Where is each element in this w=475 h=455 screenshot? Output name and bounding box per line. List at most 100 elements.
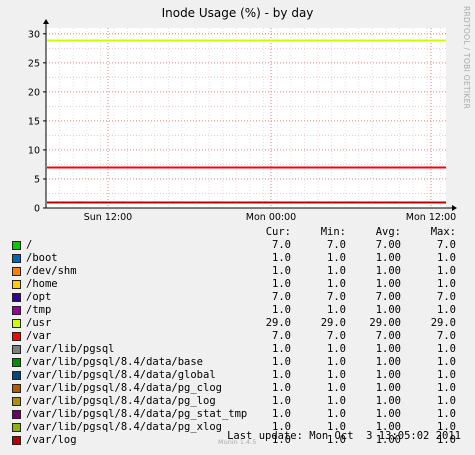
- legend-row: /var/lib/pgsql 1.0 1.0 1.00 1.0: [0, 343, 475, 356]
- legend-avg-value: 29.00: [369, 317, 401, 329]
- legend-cur-value: 1.0: [272, 278, 291, 290]
- legend-min-value: 7.0: [327, 291, 346, 303]
- legend-avg-value: 1.00: [375, 278, 401, 290]
- y-tick-label: 30: [28, 29, 40, 40]
- legend-swatch: [12, 384, 21, 393]
- legend-row: /var/lib/pgsql/8.4/data/pg_stat_tmp 1.0 1.…: [0, 408, 475, 421]
- y-tick-label: 15: [28, 116, 40, 127]
- legend-swatch: [12, 371, 21, 380]
- y-tick-label: 0: [34, 204, 40, 215]
- legend-max-value: 7.0: [437, 291, 456, 303]
- legend-max-value: 7.0: [437, 330, 456, 342]
- legend-label: /boot: [26, 252, 58, 264]
- legend-label: /var/lib/pgsql: [26, 343, 115, 355]
- legend-cur-value: 1.0: [272, 369, 291, 381]
- legend-cur-value: 1.0: [272, 304, 291, 316]
- legend-avg-value: 1.00: [375, 252, 401, 264]
- y-tick-label: 20: [28, 87, 40, 98]
- header-cur: Cur:: [265, 226, 291, 238]
- legend-label: /var/lib/pgsql/8.4/data/pg_stat_tmp: [26, 408, 248, 420]
- legend-label: /var/lib/pgsql/8.4/data/pg_xlog: [26, 421, 222, 433]
- legend-min-value: 1.0: [327, 356, 346, 368]
- legend-row: /dev/shm 1.0 1.0 1.00 1.0: [0, 265, 475, 278]
- legend-min-value: 1.0: [327, 265, 346, 277]
- legend-avg-value: 1.00: [375, 369, 401, 381]
- legend-swatch: [12, 332, 21, 341]
- legend-swatch: [12, 254, 21, 263]
- x-tick-label: Mon 00:00: [246, 212, 296, 223]
- legend-min-value: 7.0: [327, 330, 346, 342]
- plot-area: [46, 28, 446, 208]
- legend-avg-value: 7.00: [375, 239, 401, 251]
- legend-row: /var/lib/pgsql/8.4/data/global 1.0 1.0 1.00…: [0, 369, 475, 382]
- y-axis-arrow: [43, 19, 49, 24]
- legend-cur-value: 1.0: [272, 382, 291, 394]
- legend-min-value: 1.0: [327, 382, 346, 394]
- legend-swatch: [12, 397, 21, 406]
- legend-max-value: 1.0: [437, 265, 456, 277]
- legend-max-value: 1.0: [437, 356, 456, 368]
- legend-label: /usr: [26, 317, 52, 329]
- header-max: Max:: [430, 226, 456, 238]
- x-tick-label: Mon 12:00: [406, 212, 456, 223]
- legend-row: /var/lib/pgsql/8.4/data/pg_xlog 1.0 1.0 1.0…: [0, 421, 475, 434]
- legend-avg-value: 7.00: [375, 291, 401, 303]
- legend-row: /var/lib/pgsql/8.4/data/pg_log 1.0 1.0 1.00…: [0, 395, 475, 408]
- legend-min-value: 1.0: [327, 434, 346, 446]
- legend-label: /var/lib/pgsql/8.4/data/base: [26, 356, 204, 368]
- legend-label: /opt: [26, 291, 52, 303]
- legend-avg-value: 1.00: [375, 434, 401, 446]
- legend-avg-value: 1.00: [375, 395, 401, 407]
- header-min: Min:: [320, 226, 346, 238]
- legend-label: /var/lib/pgsql/8.4/data/global: [26, 369, 216, 381]
- legend-max-value: 1.0: [437, 434, 456, 446]
- legend-cur-value: 1.0: [272, 252, 291, 264]
- legend-label: /: [26, 239, 33, 251]
- legend-avg-value: 1.00: [375, 304, 401, 316]
- legend-avg-value: 1.00: [375, 265, 401, 277]
- legend-max-value: 1.0: [437, 408, 456, 420]
- x-tick-label: Sun 12:00: [84, 212, 132, 223]
- legend-cur-value: 1.0: [272, 356, 291, 368]
- munin-version: Munin 1.4.5: [218, 438, 257, 446]
- legend-swatch: [12, 319, 21, 328]
- legend-cur-value: 1.0: [272, 408, 291, 420]
- legend-min-value: 1.0: [327, 252, 346, 264]
- legend-max-value: 1.0: [437, 252, 456, 264]
- legend-row: /var/lib/pgsql/8.4/data/pg_clog 1.0 1.0 1.0…: [0, 382, 475, 395]
- legend-cur-value: 1.0: [272, 265, 291, 277]
- legend-swatch: [12, 345, 21, 354]
- chart-title: Inode Usage (%) - by day: [161, 6, 314, 20]
- legend-avg-value: 1.00: [375, 421, 401, 433]
- legend-cur-value: 7.0: [272, 239, 291, 251]
- legend-row: /tmp 1.0 1.0 1.00 1.0: [0, 304, 475, 317]
- legend-row: /home 1.0 1.0 1.00 1.0: [0, 278, 475, 291]
- legend-min-value: 1.0: [327, 421, 346, 433]
- legend-row: /usr 29.0 29.0 29.00 29.0: [0, 317, 475, 330]
- legend-swatch: [12, 241, 21, 250]
- legend-swatch: [12, 410, 21, 419]
- y-tick-label: 5: [34, 174, 40, 185]
- legend-max-value: 1.0: [437, 382, 456, 394]
- legend-label: /var: [26, 330, 52, 342]
- legend-cur-value: 7.0: [272, 291, 291, 303]
- legend-label: /tmp: [26, 304, 52, 316]
- legend-avg-value: 1.00: [375, 408, 401, 420]
- legend-avg-value: 1.00: [375, 356, 401, 368]
- y-tick-label: 25: [28, 58, 40, 69]
- x-axis-arrow: [452, 205, 457, 211]
- legend-min-value: 1.0: [327, 369, 346, 381]
- rrdtool-watermark: RRDTOOL / TOBI OETIKER: [462, 6, 471, 110]
- legend-row: /var 7.0 7.0 7.00 7.0: [0, 330, 475, 343]
- legend-max-value: 1.0: [437, 304, 456, 316]
- inode-usage-chart: 0 5 10 15 20 25 30 Sun 12:00 Mon 00:00 Mon 12:00: [28, 19, 457, 223]
- legend-min-value: 1.0: [327, 408, 346, 420]
- legend-max-value: 1.0: [437, 369, 456, 381]
- legend-max-value: 1.0: [437, 343, 456, 355]
- legend-cur-value: 7.0: [272, 330, 291, 342]
- legend-avg-value: 1.00: [375, 343, 401, 355]
- legend-avg-value: 7.00: [375, 330, 401, 342]
- legend-row: /var/lib/pgsql/8.4/data/base 1.0 1.0 1.00 1.…: [0, 356, 475, 369]
- legend-label: /var/lib/pgsql/8.4/data/pg_clog: [26, 382, 222, 394]
- legend-swatch: [12, 267, 21, 276]
